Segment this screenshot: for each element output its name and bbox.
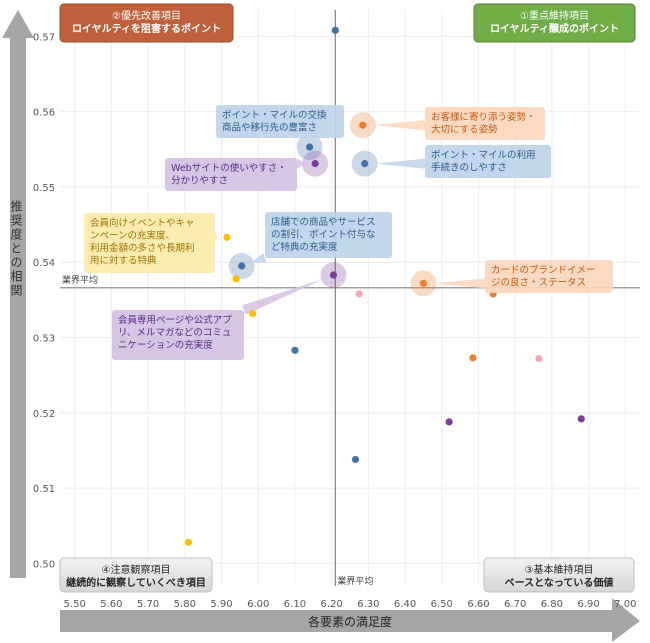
y-axis-arrow	[2, 10, 34, 578]
quadrant-label: 継続的に観察していくべき項目	[66, 576, 206, 589]
quadrant-label: ②優先改善項目	[112, 9, 181, 22]
callout-text: 店舗での商品やサービス	[271, 216, 376, 228]
x-tick-label: 5.60	[100, 599, 122, 610]
x-tick-label: 5.70	[137, 599, 159, 610]
x-tick-label: 6.90	[577, 599, 599, 610]
x-tick-label: 6.70	[504, 599, 526, 610]
y-tick-label: 0.51	[33, 484, 55, 495]
data-point	[577, 415, 585, 423]
quadrant-box	[59, 557, 213, 593]
callout-text: ど特典の充実度	[271, 241, 338, 253]
data-point	[223, 233, 231, 241]
callout-pointer	[251, 253, 267, 263]
x-tick-label: 5.90	[210, 599, 232, 610]
data-point	[359, 121, 367, 129]
industry-average-x-label: 業界平均	[337, 575, 373, 587]
callout-text: 利用金額の多さや長期利	[90, 242, 195, 254]
callout-text: の割引、ポイント付与な	[271, 229, 376, 241]
quadrant-label: ベースとなっている価値	[505, 576, 614, 589]
y-tick-label: 0.57	[33, 32, 55, 43]
y-tick-label: 0.50	[33, 559, 55, 570]
callout-pointer	[433, 278, 485, 289]
data-point	[469, 354, 477, 362]
y-axis-label: 推奨度との相関	[9, 200, 23, 298]
quadrant-box	[483, 557, 635, 593]
x-tick-label: 6.00	[247, 599, 269, 610]
data-point	[249, 309, 257, 318]
x-tick-label: 6.40	[394, 599, 416, 610]
data-point	[535, 355, 543, 363]
x-axis-arrow	[60, 598, 640, 642]
callout-box	[84, 213, 215, 273]
quadrant-label: ③基本維持項目	[525, 563, 594, 576]
x-tick-label: 6.80	[541, 599, 563, 610]
callout-box	[425, 145, 551, 178]
industry-average-y-label: 業界平均	[62, 274, 98, 286]
data-point	[232, 275, 240, 283]
quadrant-label: ④注意観察項目	[102, 563, 171, 576]
callout-text: 分かりやすさ	[171, 176, 228, 187]
data-point	[419, 279, 428, 287]
data-point	[351, 455, 360, 464]
callout-text: ポイント・マイルの交換	[222, 109, 327, 121]
data-point	[238, 262, 246, 270]
data-point	[331, 26, 339, 34]
data-point	[361, 160, 369, 168]
callout-text: 商品や移行先の豊富さ	[222, 122, 317, 134]
callout-pointer	[297, 158, 306, 169]
y-tick-label: 0.53	[33, 334, 55, 345]
callout-text: 用に対する特典	[90, 255, 157, 267]
x-tick-label: 5.80	[174, 599, 196, 610]
y-tick-label: 0.55	[33, 183, 55, 194]
quadrant-label: ①重点維持項目	[520, 9, 589, 22]
y-tick-label: 0.54	[33, 258, 55, 269]
quadrant-label: ロイヤルティ醸成のポイント	[490, 22, 619, 35]
x-tick-label: 6.60	[467, 599, 489, 610]
x-tick-label: 6.10	[284, 599, 306, 610]
quadrant-label: ロイヤルティを阻害するポイント	[72, 22, 221, 35]
x-tick-label: 5.50	[64, 599, 86, 610]
quadrant-box	[473, 3, 636, 43]
callout-text: ジの良さ・ステータス	[491, 277, 586, 289]
x-tick-label: 6.20	[321, 599, 343, 610]
data-point	[291, 346, 299, 354]
callout-text: Webサイトの使いやすさ・	[171, 162, 287, 174]
callout-text: 会員向けイベントやキャ	[90, 217, 195, 229]
callout-pointer	[372, 120, 425, 131]
callout-pointer	[242, 278, 325, 315]
callout-box	[485, 260, 613, 293]
callout-pointer	[215, 232, 218, 243]
callout-box	[265, 212, 392, 258]
data-point	[445, 418, 453, 426]
callout-box	[425, 107, 545, 140]
x-tick-label: 7.00	[614, 599, 636, 610]
data-point	[306, 143, 314, 151]
callout-text: ポイント・マイルの利用	[431, 149, 536, 161]
data-point	[184, 538, 193, 546]
callout-text: リ、メルマガなどのコミュ	[118, 328, 231, 339]
y-tick-label: 0.56	[33, 108, 55, 119]
callout-text: 会員専用ページや公式アプ	[118, 314, 232, 326]
x-tick-label: 6.30	[357, 599, 379, 610]
callout-box	[165, 158, 297, 191]
callout-pointer	[374, 158, 425, 169]
y-tick-label: 0.52	[33, 409, 55, 420]
callout-text: ニケーションの充実度	[118, 339, 213, 351]
data-point	[329, 271, 338, 279]
data-point	[311, 160, 319, 168]
callout-text: ンペーンの充実度、	[90, 230, 175, 242]
x-axis-label: 各要素の満足度	[308, 614, 392, 629]
callout-text: 大切にする姿勢	[431, 124, 498, 136]
quadrant-box	[59, 3, 234, 43]
callout-text: お客様に寄り添う姿勢・	[431, 111, 536, 123]
callout-text: 手続きのしやすさ	[431, 162, 507, 174]
x-tick-label: 6.50	[431, 599, 453, 610]
data-point	[355, 290, 363, 298]
callout-box	[112, 310, 244, 360]
callout-box	[216, 105, 344, 138]
callout-text: カードのブランドイメー	[491, 264, 596, 276]
